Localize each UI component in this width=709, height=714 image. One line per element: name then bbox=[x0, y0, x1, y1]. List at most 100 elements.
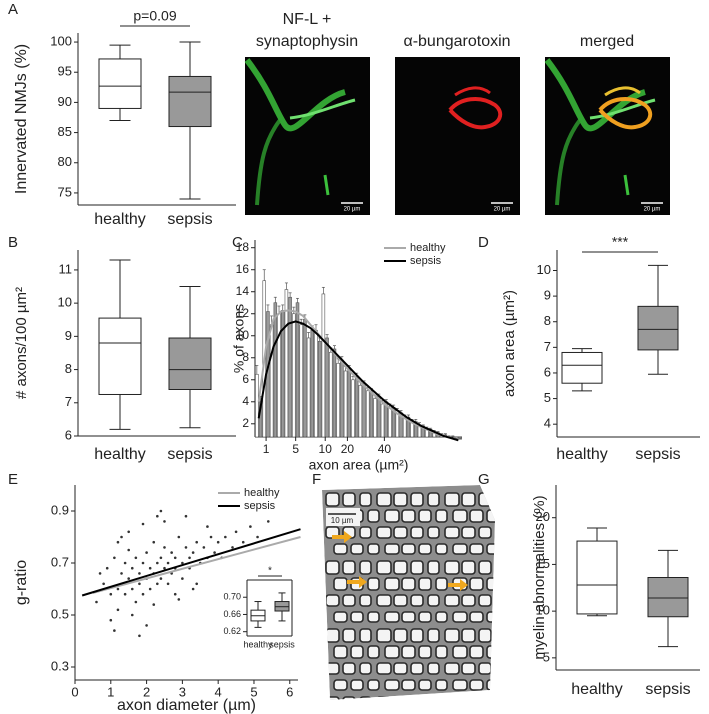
axon-cell bbox=[478, 526, 492, 539]
point bbox=[134, 556, 138, 560]
axon-cell bbox=[384, 509, 400, 523]
y-axis-title: myelin abnormalities (%) bbox=[531, 495, 548, 659]
point bbox=[116, 587, 120, 591]
axon-cell bbox=[410, 696, 424, 700]
axon-cell bbox=[325, 628, 340, 643]
nerve-stain bbox=[555, 118, 582, 206]
axon-cell bbox=[367, 645, 380, 659]
axon-cell bbox=[469, 509, 484, 523]
point bbox=[231, 546, 234, 549]
axon-cell bbox=[496, 527, 507, 538]
axon-cell bbox=[359, 696, 372, 700]
x-tick-label: 5 bbox=[292, 442, 299, 456]
panel-label: G bbox=[478, 471, 490, 488]
point bbox=[181, 577, 184, 580]
bar bbox=[354, 376, 359, 438]
x-tick-label: 10 bbox=[319, 442, 333, 456]
axon-cell bbox=[435, 509, 448, 523]
y-tick-label: 4 bbox=[544, 416, 551, 431]
point bbox=[148, 566, 152, 570]
point bbox=[156, 514, 159, 518]
axon-cell bbox=[427, 594, 440, 607]
y-tick-label: 0.9 bbox=[51, 502, 69, 517]
point bbox=[224, 535, 227, 539]
micrograph bbox=[395, 57, 520, 215]
trend-line bbox=[81, 528, 301, 597]
axon-cell bbox=[427, 492, 440, 507]
axon-cell bbox=[469, 645, 484, 659]
axon-cell bbox=[469, 611, 484, 623]
y-axis-title: % of axons bbox=[231, 304, 247, 373]
y-tick-label: 12 bbox=[236, 306, 250, 320]
axon-cell bbox=[427, 628, 440, 643]
y-axis-title: g-ratio bbox=[13, 560, 30, 605]
point bbox=[127, 577, 130, 580]
axon-cell bbox=[350, 543, 364, 555]
x-tick-label: sepsis bbox=[167, 211, 212, 228]
receptor-stain bbox=[604, 86, 641, 97]
point bbox=[130, 613, 134, 617]
point bbox=[113, 556, 116, 560]
legend-label: sepsis bbox=[410, 255, 442, 267]
axon-cell bbox=[435, 679, 448, 691]
axon-cell bbox=[350, 645, 364, 659]
y-tick-label: 9 bbox=[544, 288, 551, 303]
point bbox=[163, 520, 166, 523]
panel-label: F bbox=[312, 471, 321, 488]
point bbox=[120, 535, 123, 539]
point bbox=[206, 525, 209, 528]
y-tick-label: 0.3 bbox=[51, 658, 69, 673]
bar bbox=[340, 359, 344, 438]
point bbox=[266, 520, 270, 523]
y-tick-label: 0.70 bbox=[223, 592, 241, 602]
axon-cell bbox=[393, 594, 408, 607]
panel-label: C bbox=[232, 234, 243, 251]
axon-cell bbox=[333, 611, 348, 623]
axon-cell bbox=[452, 645, 468, 659]
axon-cell bbox=[401, 543, 416, 555]
axon-cell bbox=[367, 509, 380, 523]
axon-cell bbox=[410, 492, 424, 507]
y-tick-label: 10 bbox=[536, 603, 550, 618]
panel-label: D bbox=[478, 234, 489, 251]
point bbox=[166, 561, 170, 565]
axon-cell bbox=[359, 594, 372, 607]
point bbox=[159, 556, 163, 560]
axon-cell bbox=[376, 696, 392, 700]
point bbox=[102, 582, 105, 586]
image-title: synaptophysin bbox=[256, 33, 358, 50]
point bbox=[213, 551, 216, 554]
axon-cell bbox=[469, 577, 484, 591]
receptor-stain bbox=[454, 86, 491, 97]
axon-cell bbox=[486, 645, 495, 659]
point bbox=[249, 525, 252, 528]
point bbox=[134, 600, 138, 604]
point bbox=[202, 546, 206, 549]
image-title: merged bbox=[580, 33, 634, 50]
axon-cell bbox=[452, 611, 468, 623]
bar bbox=[273, 302, 278, 438]
axon-cell bbox=[359, 560, 372, 575]
y-tick-label: 4 bbox=[242, 394, 249, 408]
em-image bbox=[322, 485, 507, 700]
nerve-stain bbox=[589, 98, 656, 120]
axon-cell bbox=[452, 509, 468, 523]
y-tick-label: 10 bbox=[537, 262, 551, 277]
axon-cell bbox=[452, 543, 468, 555]
x-axis-title: axon diameter (µm) bbox=[117, 697, 256, 714]
bar bbox=[325, 337, 329, 438]
y-tick-label: 0.5 bbox=[51, 606, 69, 621]
y-tick-label: 11 bbox=[59, 261, 73, 276]
y-tick-label: 10 bbox=[236, 328, 250, 342]
axon-cell bbox=[469, 679, 484, 691]
y-axis-title: Innervated NMJs (%) bbox=[13, 44, 30, 194]
axon-cell bbox=[342, 492, 356, 507]
point bbox=[138, 634, 141, 638]
axon-cell bbox=[486, 679, 495, 691]
point bbox=[98, 572, 102, 575]
point bbox=[191, 551, 195, 554]
bar bbox=[314, 329, 318, 438]
point bbox=[159, 509, 163, 513]
x-tick-label: sepsis bbox=[269, 639, 295, 649]
scale-bar-label: 20 µm bbox=[644, 207, 661, 213]
